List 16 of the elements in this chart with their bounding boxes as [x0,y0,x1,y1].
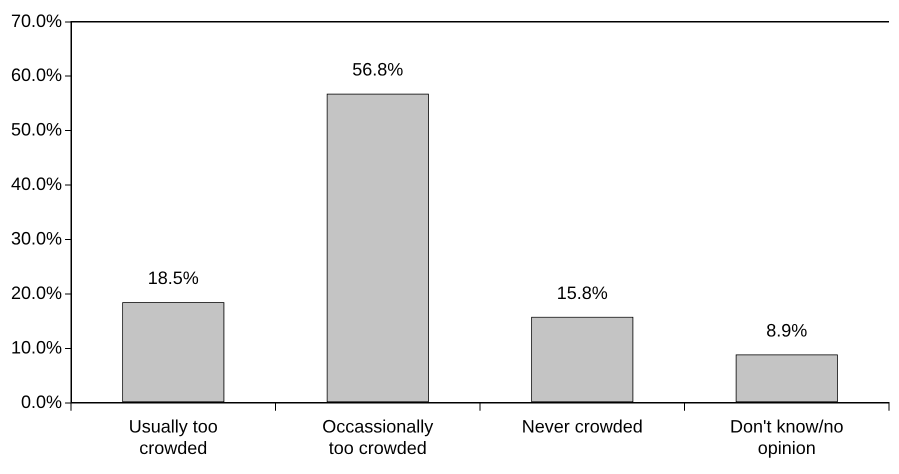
y-tick-label: 10.0% [10,337,62,358]
x-tick-label: Occassionally too crowded [322,416,434,458]
y-tick-label: 20.0% [10,282,62,303]
y-tick-label: 50.0% [10,120,62,140]
y-tick-label: 40.0% [10,174,62,194]
data-label: 18.5% [148,268,199,288]
x-tick-label: Don't know/no opinion [730,416,844,458]
y-tick-label: 70.0% [10,10,62,31]
data-label: 8.9% [766,320,808,340]
x-tick-label: Never crowded [522,416,643,437]
data-label: 56.8% [352,60,404,80]
y-tick-label: 30.0% [10,228,62,248]
y-tick-label: 60.0% [10,65,62,86]
x-tick-label: Usually too crowded [128,416,218,458]
data-label: 15.8% [556,282,608,303]
y-tick-label: 0.0% [21,392,62,412]
